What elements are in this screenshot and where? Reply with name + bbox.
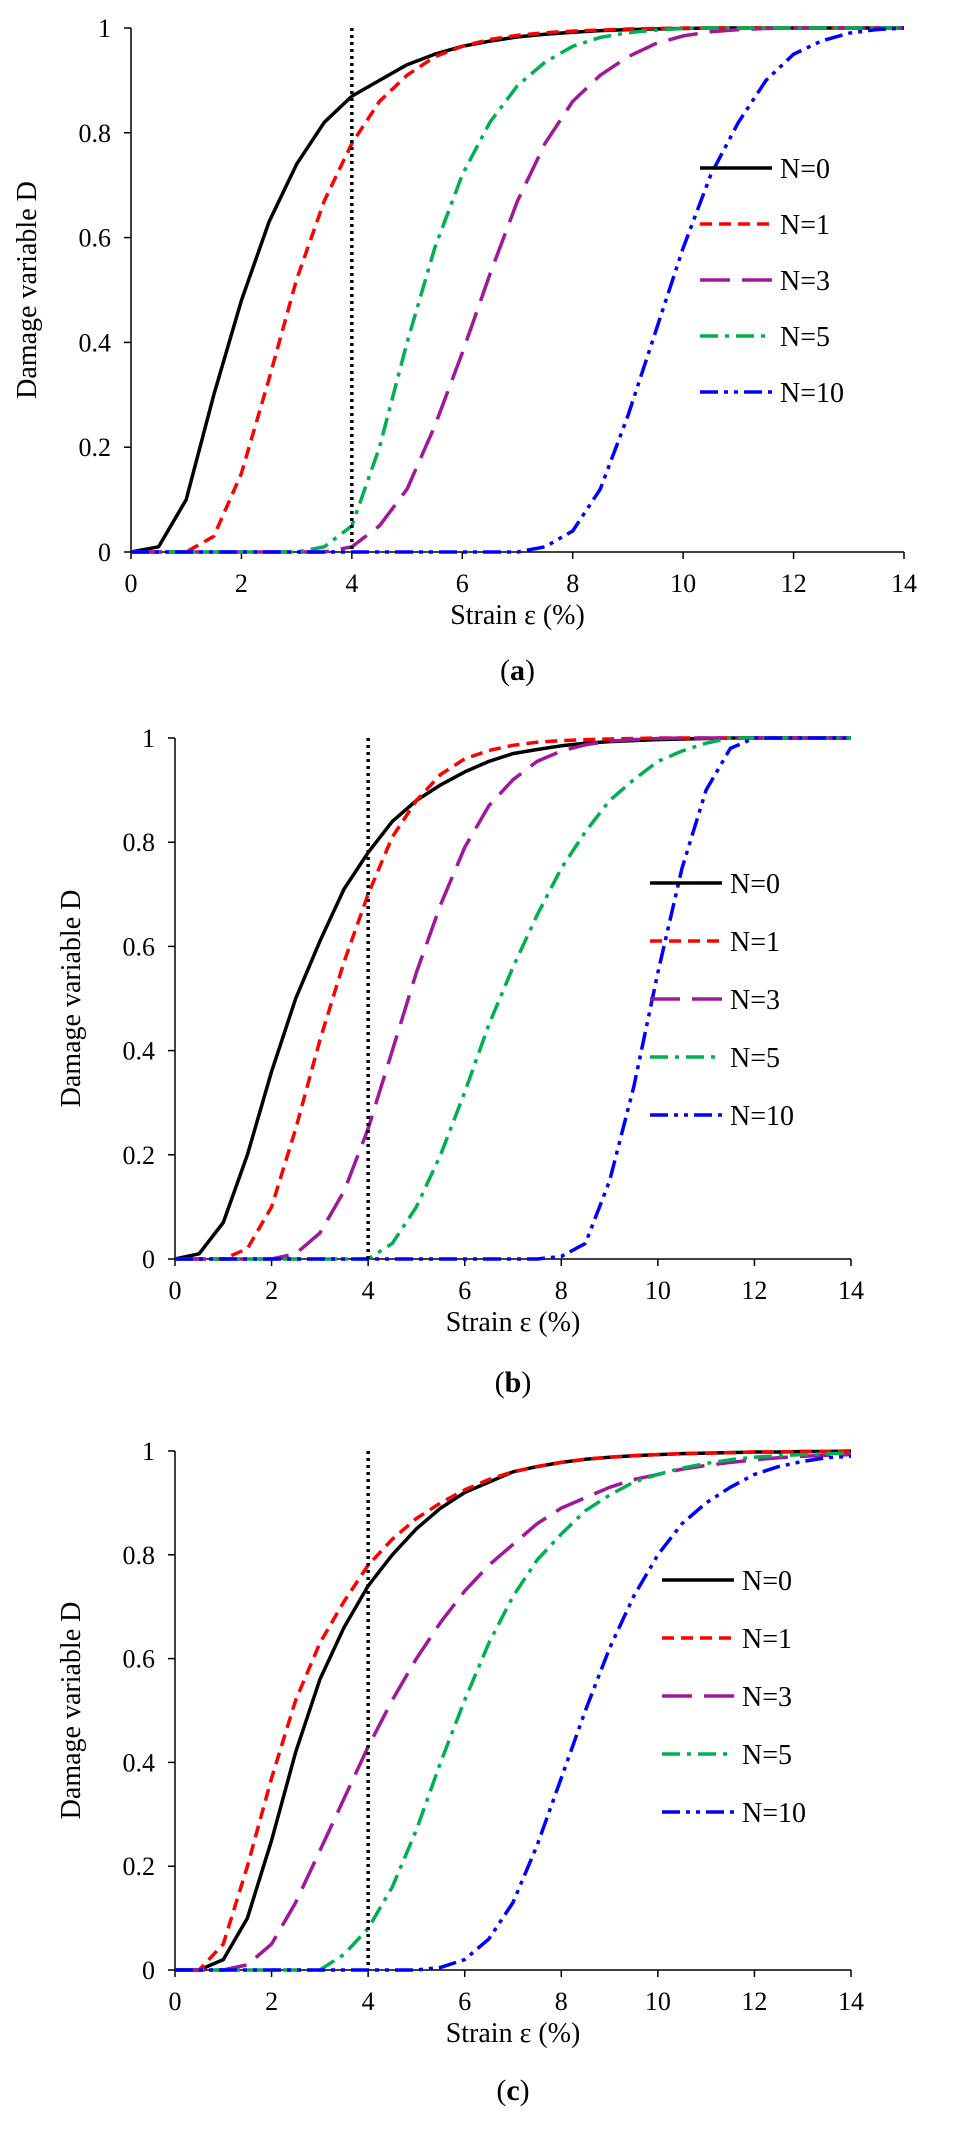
x-tick-label: 14 (891, 569, 917, 598)
x-tick-label: 8 (566, 569, 579, 598)
legend-entry: N=3 (730, 985, 780, 1016)
caption-letter: a (510, 654, 525, 687)
x-axis-title: Strain ε (%) (450, 600, 585, 631)
y-tick-label: 1 (98, 14, 111, 43)
series-line-n-5 (131, 26, 904, 554)
panel-caption: (c) (496, 2074, 529, 2107)
caption-close-paren: ) (525, 654, 535, 687)
x-tick-label: 10 (645, 1276, 671, 1305)
legend-entry: N=10 (780, 378, 844, 409)
x-tick-label: 0 (169, 1276, 182, 1305)
y-tick-label: 1 (142, 1437, 155, 1466)
caption-close-paren: ) (520, 2074, 530, 2107)
y-tick-label: 0.8 (123, 1541, 156, 1570)
legend: N=0 N=1 N=3 N=5 N=10 (650, 869, 794, 1132)
y-tick-label: 0.6 (123, 1645, 156, 1674)
x-tick-label: 10 (670, 569, 696, 598)
y-tick-label: 0 (98, 538, 111, 567)
series-line-n-10 (175, 1454, 852, 1972)
x-tick-label: 12 (741, 1987, 767, 2016)
series-line-n-10 (131, 26, 905, 554)
y-tick-label: 0 (142, 1245, 155, 1274)
panel-caption: (a) (500, 654, 535, 687)
legend: N=0 N=1 N=3 N=5 N=10 (700, 154, 844, 409)
series-line-n-1 (175, 1449, 852, 1972)
legend-entry: N=5 (742, 1740, 792, 1771)
y-tick-label: 0.2 (123, 1141, 156, 1170)
y-tick-label: 0.4 (123, 1748, 156, 1777)
caption-letter: c (506, 2074, 519, 2107)
legend-entry: N=1 (730, 927, 780, 958)
legend-entry: N=1 (780, 210, 830, 241)
x-tick-label: 12 (741, 1276, 767, 1305)
legend: N=0 N=1 N=3 N=5 N=10 (662, 1566, 806, 1829)
legend-entry: N=5 (780, 322, 830, 353)
x-tick-label: 8 (555, 1276, 568, 1305)
y-axis-title: Damage variable D (56, 1602, 87, 1820)
series-line-n-10 (175, 736, 851, 1261)
y-tick-label: 0.4 (79, 328, 112, 357)
caption-open-paren: ( (496, 2074, 506, 2107)
legend-entry: N=0 (742, 1566, 792, 1597)
y-tick-label: 0.8 (79, 119, 112, 148)
legend-entry: N=3 (780, 266, 830, 297)
x-tick-label: 8 (555, 1987, 568, 2016)
caption-close-paren: ) (521, 1366, 531, 1399)
x-tick-label: 4 (362, 1987, 375, 2016)
y-tick-label: 0.2 (123, 1852, 156, 1881)
y-axis-title: Damage variable D (12, 181, 43, 399)
x-tick-label: 6 (456, 569, 469, 598)
y-tick-label: 0.8 (123, 828, 156, 857)
x-tick-label: 2 (235, 569, 248, 598)
panel-caption: (b) (495, 1366, 532, 1399)
caption-open-paren: ( (500, 654, 510, 687)
y-tick-label: 0.2 (79, 433, 112, 462)
x-tick-label: 14 (838, 1987, 864, 2016)
x-axis-title: Strain ε (%) (446, 2018, 581, 2049)
legend-entry: N=3 (742, 1682, 792, 1713)
x-tick-label: 6 (458, 1276, 471, 1305)
y-tick-label: 0 (142, 1956, 155, 1985)
y-tick-label: 0.6 (79, 224, 112, 253)
y-tick-label: 0.6 (123, 932, 156, 961)
legend-entry: N=1 (742, 1624, 792, 1655)
x-tick-label: 0 (169, 1987, 182, 2016)
caption-open-paren: ( (495, 1366, 505, 1399)
x-tick-label: 0 (125, 569, 138, 598)
y-axis-title: Damage variable D (56, 890, 87, 1108)
x-tick-label: 4 (345, 569, 358, 598)
x-tick-label: 4 (362, 1276, 375, 1305)
x-tick-label: 2 (265, 1987, 278, 2016)
series-line-n-3 (175, 1452, 852, 1972)
x-tick-label: 2 (265, 1276, 278, 1305)
x-tick-label: 10 (645, 1987, 671, 2016)
legend-entry: N=10 (742, 1798, 806, 1829)
series-line-n-0 (175, 1449, 852, 1972)
x-tick-label: 6 (458, 1987, 471, 2016)
x-axis-title: Strain ε (%) (446, 1307, 581, 1338)
y-tick-label: 1 (142, 724, 155, 753)
x-tick-label: 12 (781, 569, 807, 598)
legend-entry: N=0 (780, 154, 830, 185)
caption-letter: b (505, 1366, 522, 1399)
y-tick-label: 0.4 (123, 1037, 156, 1066)
legend-entry: N=5 (730, 1043, 780, 1074)
legend-entry: N=10 (730, 1101, 794, 1132)
legend-entry: N=0 (730, 869, 780, 900)
x-tick-label: 14 (838, 1276, 864, 1305)
